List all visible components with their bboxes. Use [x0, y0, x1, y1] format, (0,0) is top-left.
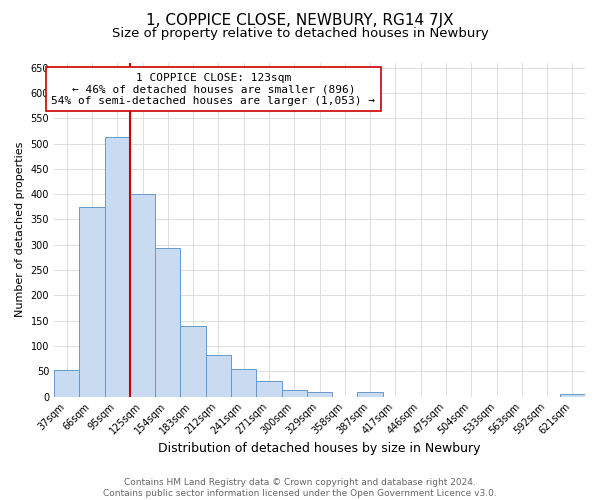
Bar: [307, 392, 332, 396]
Bar: [79, 207, 104, 396]
Bar: [155, 248, 181, 396]
Bar: [231, 369, 256, 396]
Bar: [104, 138, 130, 396]
Text: 1, COPPICE CLOSE, NEWBURY, RG14 7JX: 1, COPPICE CLOSE, NEWBURY, RG14 7JX: [146, 12, 454, 28]
Bar: [206, 355, 231, 397]
Text: Contains HM Land Registry data © Crown copyright and database right 2024.
Contai: Contains HM Land Registry data © Crown c…: [103, 478, 497, 498]
Bar: [281, 390, 307, 396]
X-axis label: Distribution of detached houses by size in Newbury: Distribution of detached houses by size …: [158, 442, 481, 455]
Y-axis label: Number of detached properties: Number of detached properties: [15, 142, 25, 318]
Bar: [560, 394, 585, 396]
Bar: [54, 370, 79, 396]
Bar: [256, 382, 281, 396]
Bar: [130, 194, 155, 396]
Bar: [358, 392, 383, 396]
Text: 1 COPPICE CLOSE: 123sqm
← 46% of detached houses are smaller (896)
54% of semi-d: 1 COPPICE CLOSE: 123sqm ← 46% of detache…: [52, 72, 376, 106]
Bar: [181, 326, 206, 396]
Text: Size of property relative to detached houses in Newbury: Size of property relative to detached ho…: [112, 28, 488, 40]
